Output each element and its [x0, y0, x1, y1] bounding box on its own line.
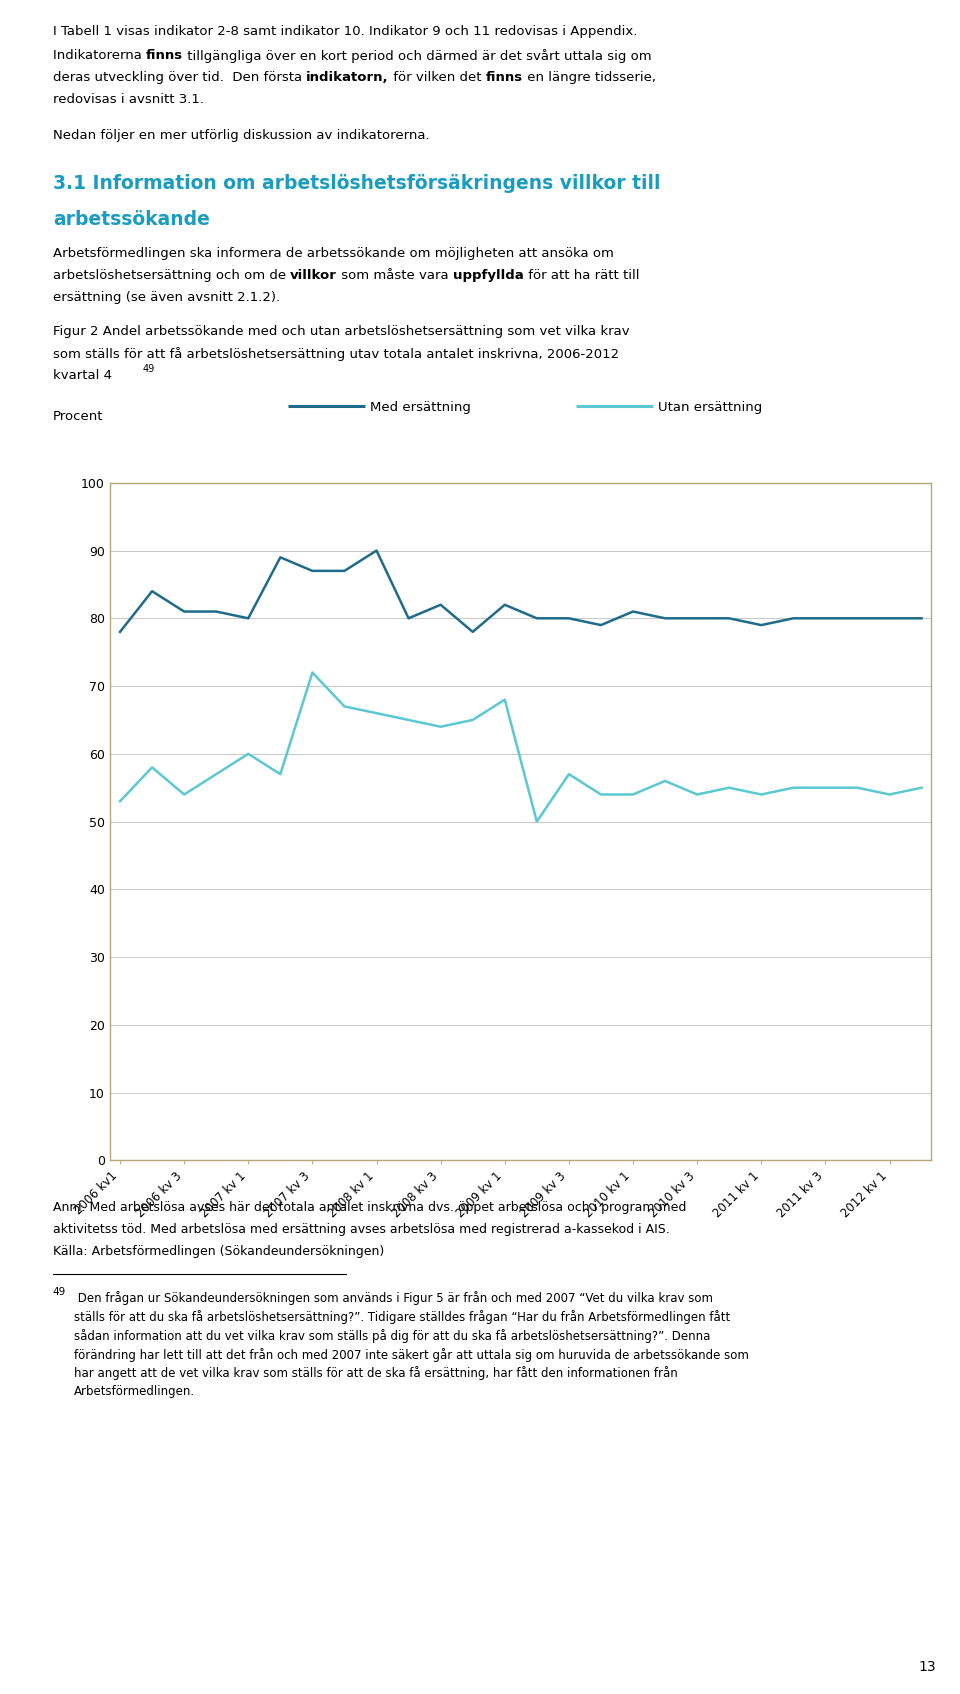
Text: finns: finns	[486, 71, 522, 85]
Text: aktivitetss töd. Med arbetslösa med ersättning avses arbetslösa med registrerad : aktivitetss töd. Med arbetslösa med ersä…	[53, 1223, 669, 1237]
Text: Figur 2 Andel arbetssökande med och utan arbetslöshetsersättning som vet vilka k: Figur 2 Andel arbetssökande med och utan…	[53, 325, 630, 339]
Text: 13: 13	[919, 1660, 936, 1674]
Text: kvartal 4: kvartal 4	[53, 369, 111, 383]
Text: villkor: villkor	[290, 269, 337, 283]
Text: som måste vara: som måste vara	[337, 269, 453, 283]
Text: redovisas i avsnitt 3.1.: redovisas i avsnitt 3.1.	[53, 93, 204, 107]
Text: som ställs för att få arbetslöshetsersättning utav totala antalet inskrivna, 200: som ställs för att få arbetslöshetsersät…	[53, 347, 619, 361]
Text: finns: finns	[146, 49, 183, 63]
Text: för att ha rätt till: för att ha rätt till	[523, 269, 639, 283]
Text: Indikatorerna: Indikatorerna	[53, 49, 146, 63]
Text: Nedan följer en mer utförlig diskussion av indikatorerna.: Nedan följer en mer utförlig diskussion …	[53, 129, 429, 142]
Text: Arbetsförmedlingen ska informera de arbetssökande om möjligheten att ansöka om: Arbetsförmedlingen ska informera de arbe…	[53, 247, 613, 261]
Text: ersättning (se även avsnitt 2.1.2).: ersättning (se även avsnitt 2.1.2).	[53, 291, 280, 305]
Text: Procent: Procent	[53, 410, 104, 424]
Text: tillgängliga över en kort period och därmed är det svårt uttala sig om: tillgängliga över en kort period och där…	[183, 49, 652, 63]
Text: Utan ersättning: Utan ersättning	[658, 401, 762, 415]
Text: Anm. Med arbetslösa avses här det totala antalet inskrivna dvs. öppet arbetslösa: Anm. Med arbetslösa avses här det totala…	[53, 1201, 686, 1215]
Text: Källa: Arbetsförmedlingen (Sökandeundersökningen): Källa: Arbetsförmedlingen (Sökandeunders…	[53, 1245, 384, 1259]
Text: arbetslöshetsersättning och om de: arbetslöshetsersättning och om de	[53, 269, 290, 283]
Text: för vilken det: för vilken det	[389, 71, 486, 85]
Text: en längre tidsserie,: en längre tidsserie,	[522, 71, 656, 85]
Text: uppfyllda: uppfyllda	[453, 269, 523, 283]
Text: Med ersättning: Med ersättning	[370, 401, 470, 415]
Text: Den frågan ur Sökandeundersökningen som används i Figur 5 är från och med 2007 “: Den frågan ur Sökandeundersökningen som …	[74, 1291, 749, 1398]
Text: 49: 49	[53, 1287, 66, 1298]
Text: indikatorn,: indikatorn,	[306, 71, 389, 85]
Text: arbetssökande: arbetssökande	[53, 210, 209, 229]
Text: I Tabell 1 visas indikator 2-8 samt indikator 10. Indikator 9 och 11 redovisas i: I Tabell 1 visas indikator 2-8 samt indi…	[53, 25, 637, 39]
Text: 49: 49	[142, 364, 155, 374]
Text: deras utveckling över tid.  Den första: deras utveckling över tid. Den första	[53, 71, 306, 85]
Text: 3.1 Information om arbetslöshetsförsäkringens villkor till: 3.1 Information om arbetslöshetsförsäkri…	[53, 174, 660, 193]
